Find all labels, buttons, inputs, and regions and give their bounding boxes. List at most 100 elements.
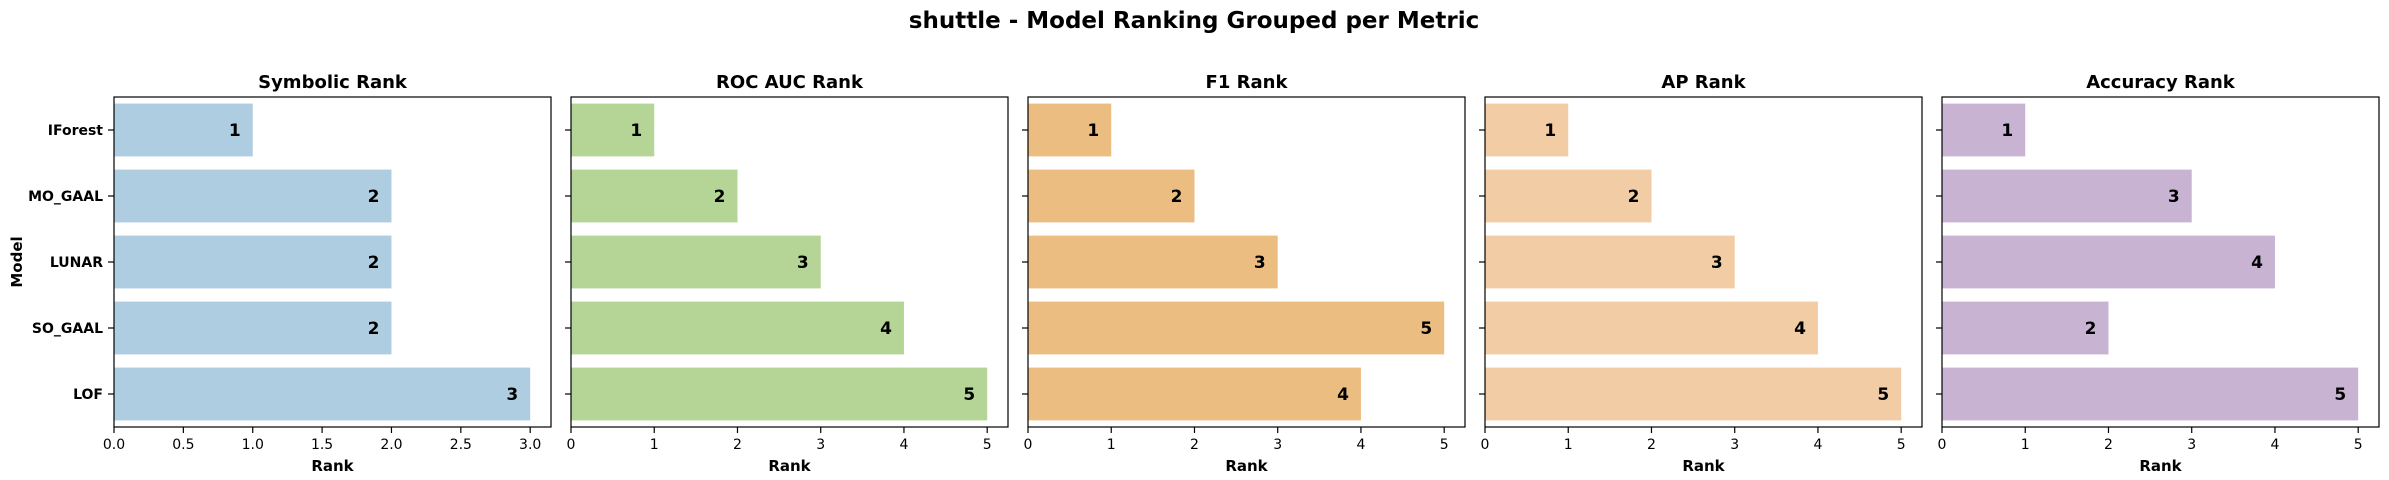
panel-3: 1 2 3 5 4 0 1 2 3 4 5 F1 Rank Rank [1022, 72, 1466, 475]
panel-title: Accuracy Rank [2086, 72, 2236, 93]
x-axis-label: Rank [1225, 457, 1268, 475]
bar-lunar [1028, 235, 1278, 289]
x-axis-label: Rank [311, 457, 354, 475]
figure-title: shuttle - Model Ranking Grouped per Metr… [909, 8, 1479, 34]
bar-value-label: 3 [1254, 253, 1266, 273]
x-tick-label: 1 [1107, 437, 1116, 453]
bar-so-gaal [1485, 301, 1818, 355]
bar-value-label: 2 [1628, 187, 1640, 207]
bar-value-label: 1 [2001, 121, 2013, 141]
bar-value-label: 3 [506, 385, 518, 405]
bar-value-label: 5 [1877, 385, 1889, 405]
bar-mo-gaal [571, 169, 738, 223]
x-tick-label: 2 [2104, 437, 2113, 453]
x-tick-label: 2.0 [380, 437, 402, 453]
panel-5: 1 3 4 2 5 0 1 2 3 4 5 Accuracy Rank Rank [1936, 72, 2380, 475]
bar-so-gaal [1942, 301, 2109, 355]
bar-value-label: 4 [2251, 253, 2263, 273]
bar-so-gaal [1028, 301, 1445, 355]
x-tick-label: 4 [1356, 437, 1365, 453]
category-label: LOF [73, 387, 103, 403]
bar-value-label: 4 [1337, 385, 1349, 405]
bar-value-label: 1 [229, 121, 241, 141]
bar-iforest [1485, 103, 1569, 157]
x-tick-label: 2 [1647, 437, 1656, 453]
bar-mo-gaal [114, 169, 392, 223]
x-tick-label: 4 [1813, 437, 1822, 453]
x-tick-label: 0.5 [172, 437, 194, 453]
x-tick-label: 2.5 [450, 437, 472, 453]
bar-value-label: 2 [2085, 319, 2097, 339]
x-axis-label: Rank [768, 457, 811, 475]
x-tick-label: 1.5 [311, 437, 333, 453]
x-tick-label: 3 [1273, 437, 1282, 453]
bar-value-label: 1 [630, 121, 642, 141]
bar-mo-gaal [1942, 169, 2192, 223]
bar-lof [1485, 367, 1902, 421]
x-tick-label: 0.0 [103, 437, 125, 453]
x-axis-label: Rank [2139, 457, 2182, 475]
bar-so-gaal [571, 301, 904, 355]
x-tick-label: 5 [983, 437, 992, 453]
bar-iforest [1942, 103, 2026, 157]
bar-value-label: 5 [2334, 385, 2346, 405]
panel-title: ROC AUC Rank [716, 72, 864, 93]
x-tick-label: 5 [2354, 437, 2363, 453]
panel-1: 1 2 2 2 3 IForest MO_GAAL LUNAR SO_GAAL LOF 0.0 0.5… [28, 72, 552, 475]
bar-so-gaal [114, 301, 392, 355]
bar-lof [114, 367, 531, 421]
bar-value-label: 2 [368, 319, 380, 339]
x-tick-label: 3 [1730, 437, 1739, 453]
x-tick-label: 1 [2021, 437, 2030, 453]
x-tick-label: 0 [1481, 437, 1490, 453]
x-tick-label: 1 [1564, 437, 1573, 453]
x-tick-label: 4 [899, 437, 908, 453]
bar-lof [1028, 367, 1361, 421]
bar-iforest [114, 103, 253, 157]
bar-lof [1942, 367, 2359, 421]
bar-value-label: 5 [1420, 319, 1432, 339]
x-tick-label: 5 [1440, 437, 1449, 453]
category-label: IForest [48, 123, 104, 139]
bar-value-label: 2 [368, 253, 380, 273]
bar-lof [571, 367, 988, 421]
bar-lunar [571, 235, 821, 289]
bar-value-label: 1 [1087, 121, 1099, 141]
bar-value-label: 2 [1171, 187, 1183, 207]
category-label: MO_GAAL [28, 189, 103, 205]
x-tick-label: 2 [1190, 437, 1199, 453]
bar-value-label: 3 [797, 253, 809, 273]
bar-lunar [1485, 235, 1735, 289]
category-label: LUNAR [50, 255, 103, 271]
x-axis-label: Rank [1682, 457, 1725, 475]
bar-mo-gaal [1028, 169, 1195, 223]
panel-title: AP Rank [1661, 72, 1746, 93]
x-tick-label: 4 [2270, 437, 2279, 453]
bar-lunar [1942, 235, 2275, 289]
bar-value-label: 1 [1544, 121, 1556, 141]
bar-iforest [571, 103, 655, 157]
bar-lunar [114, 235, 392, 289]
x-tick-label: 3.0 [519, 437, 541, 453]
x-tick-label: 0 [1024, 437, 1033, 453]
x-tick-label: 1 [650, 437, 659, 453]
panel-4: 1 2 3 4 5 0 1 2 3 4 5 AP Rank Rank [1479, 72, 1923, 475]
panel-title: Symbolic Rank [258, 72, 408, 93]
x-tick-label: 3 [2187, 437, 2196, 453]
panel-title: F1 Rank [1206, 72, 1289, 93]
x-tick-label: 2 [733, 437, 742, 453]
bar-mo-gaal [1485, 169, 1652, 223]
bar-iforest [1028, 103, 1112, 157]
bar-value-label: 4 [1794, 319, 1806, 339]
x-tick-label: 0 [1938, 437, 1947, 453]
bar-value-label: 4 [880, 319, 892, 339]
bar-value-label: 2 [368, 187, 380, 207]
bar-value-label: 3 [2168, 187, 2180, 207]
x-tick-label: 0 [567, 437, 576, 453]
bar-value-label: 3 [1711, 253, 1723, 273]
bar-value-label: 2 [714, 187, 726, 207]
x-tick-label: 5 [1897, 437, 1906, 453]
x-tick-label: 1.0 [242, 437, 264, 453]
panel-2: 1 2 3 4 5 0 1 2 3 4 5 ROC AUC Rank Rank [565, 72, 1009, 475]
